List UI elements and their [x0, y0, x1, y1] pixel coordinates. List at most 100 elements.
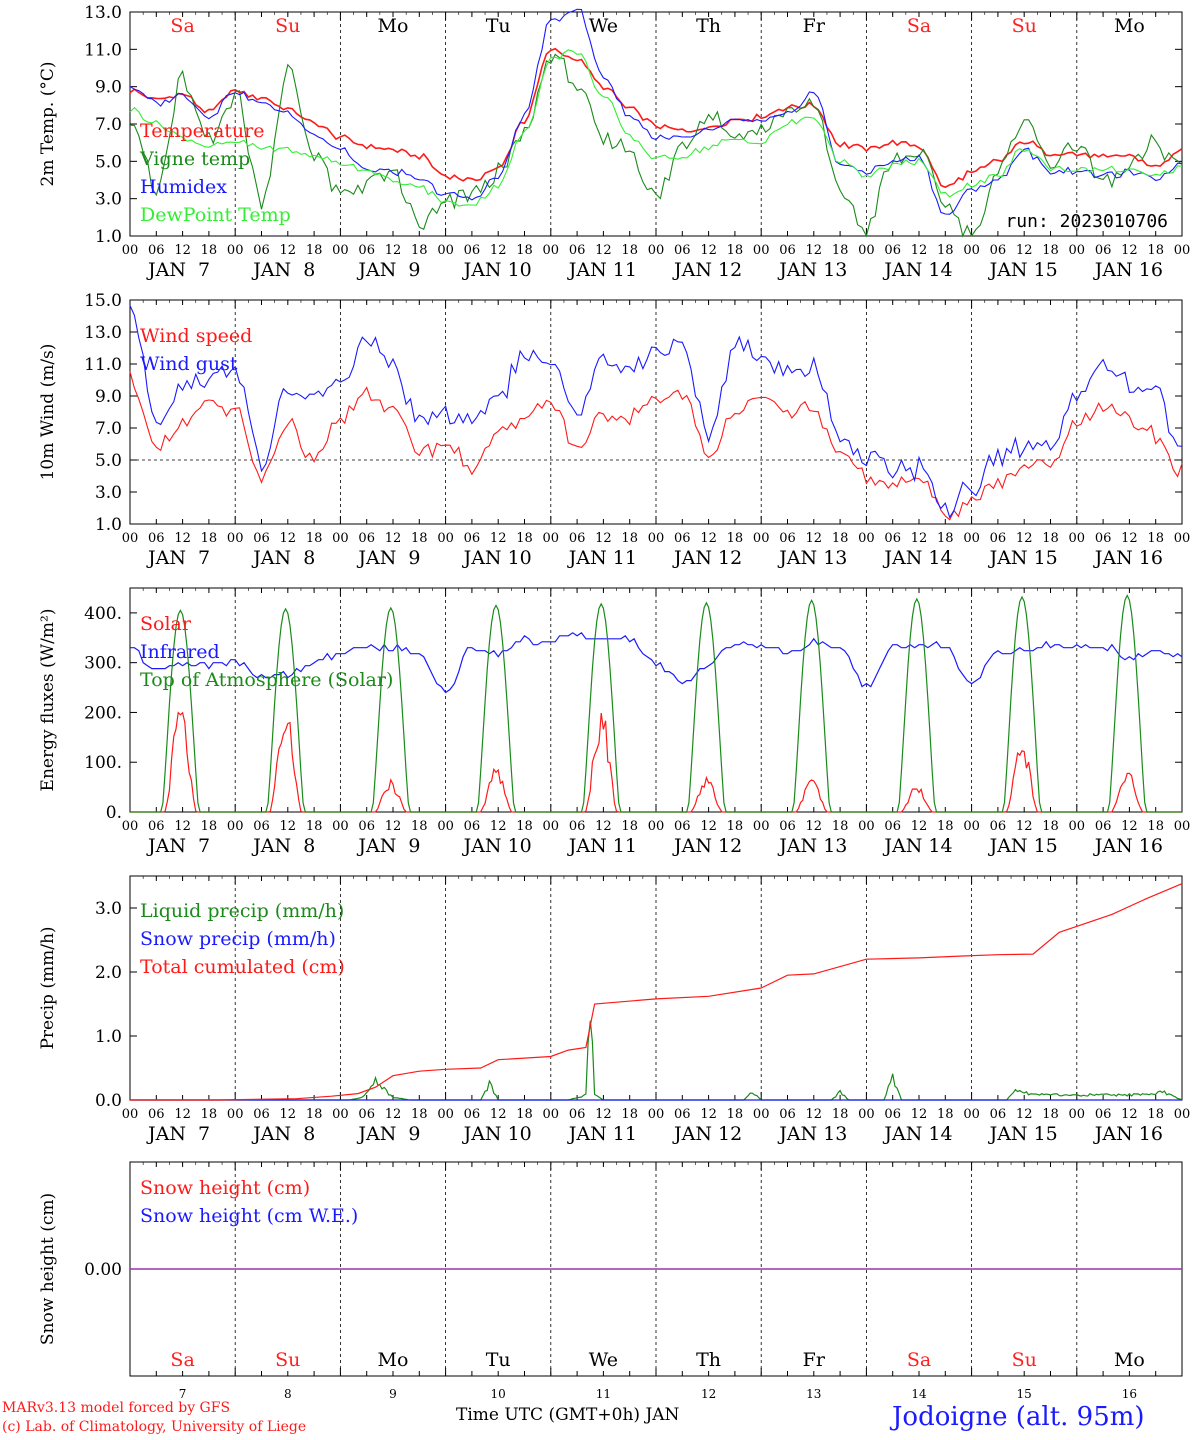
date-label: JAN 11: [567, 835, 637, 857]
hour-tick-label: 06: [779, 1107, 796, 1122]
hour-tick-label: 12: [174, 1107, 191, 1122]
y-tick-label: 3.0: [95, 899, 122, 919]
panel-4: 0.0 1.0 2.0 3.0 Precip (mm/h) 00 06 12 18 00 06 12 1…: [38, 875, 1190, 1145]
hour-tick-label: 12: [911, 243, 928, 258]
hour-tick-label: 00: [1069, 531, 1086, 546]
date-label: JAN 12: [672, 1123, 742, 1145]
date-label: JAN 15: [988, 547, 1058, 569]
hour-tick-label: 18: [1042, 243, 1059, 258]
panel-frame: [129, 299, 1183, 525]
hour-tick-label: 12: [490, 819, 507, 834]
y-tick-label: 7.0: [95, 115, 122, 135]
hour-tick-label: 12: [280, 1107, 297, 1122]
panel-frame: [129, 11, 1183, 237]
y-tick-label: 9.0: [95, 78, 122, 98]
hour-tick-label: 06: [358, 1107, 375, 1122]
hour-tick-label: 00: [543, 243, 560, 258]
hour-tick-label: 00: [227, 531, 244, 546]
hour-tick-label: 06: [884, 1107, 901, 1122]
date-label: JAN 16: [1093, 835, 1163, 857]
y-tick-label: 5.0: [95, 152, 122, 172]
hour-tick-label: 18: [1042, 1107, 1059, 1122]
hour-tick-label: 06: [779, 819, 796, 834]
hour-tick-label: 00: [543, 531, 560, 546]
hour-tick-label: 12: [385, 819, 402, 834]
day-number: 13: [806, 1387, 821, 1401]
hour-tick-label: 18: [727, 819, 744, 834]
y-tick-label: 3.0: [95, 190, 122, 210]
date-label: JAN 8: [251, 1123, 315, 1145]
y-tick-label: 0.: [106, 803, 122, 823]
hour-tick-label: 06: [253, 243, 270, 258]
hour-tick-label: 06: [779, 531, 796, 546]
hour-tick-label: 06: [569, 819, 586, 834]
hour-tick-label: 06: [148, 243, 165, 258]
hour-tick-label: 12: [1016, 243, 1033, 258]
hour-tick-label: 06: [884, 531, 901, 546]
hour-tick-label: 06: [1095, 243, 1112, 258]
hour-tick-label: 18: [411, 1107, 428, 1122]
hour-tick-label: 00: [648, 819, 665, 834]
hour-tick-label: 12: [280, 819, 297, 834]
hour-tick-label: 00: [437, 819, 454, 834]
series-blue: [129, 8, 1183, 215]
hour-tick-label: 12: [595, 819, 612, 834]
y-axis-title: Energy fluxes (W/m²): [38, 609, 58, 792]
hour-tick-label: 18: [516, 243, 533, 258]
series-red: [129, 47, 1183, 189]
hour-tick-label: 18: [516, 819, 533, 834]
series-blue: [130, 631, 1183, 694]
hour-tick-label: 06: [674, 1107, 691, 1122]
hour-tick-label: 06: [464, 1107, 481, 1122]
panel-1: 1.0 3.0 5.0 7.0 9.0 11.0 13.0 2m Temp. (°C) 00 06…: [38, 3, 1190, 281]
date-label: JAN 14: [882, 547, 952, 569]
day-name-bottom: Su: [275, 1349, 300, 1371]
hour-tick-label: 00: [332, 819, 349, 834]
hour-tick-label: 18: [1147, 819, 1164, 834]
hour-tick-label: 00: [963, 243, 980, 258]
hour-tick-label: 18: [516, 531, 533, 546]
day-name-bottom: Mo: [1114, 1349, 1145, 1371]
hour-tick-label: 18: [621, 531, 638, 546]
hour-tick-label: 00: [648, 243, 665, 258]
legend-entry: DewPoint Temp: [140, 204, 291, 226]
legend-entry: Liquid precip (mm/h): [140, 900, 344, 922]
hour-tick-label: 06: [569, 531, 586, 546]
hour-tick-label: 06: [464, 243, 481, 258]
date-label: JAN 10: [462, 1123, 532, 1145]
hour-tick-label: 06: [148, 819, 165, 834]
hour-tick-label: 00: [543, 819, 560, 834]
series-red: [129, 371, 1183, 521]
day-number: 7: [179, 1387, 187, 1401]
day-name-top: We: [589, 15, 618, 37]
hour-tick-label: 00: [1069, 819, 1086, 834]
y-tick-label: 9.0: [95, 387, 122, 407]
day-number: 12: [701, 1387, 716, 1401]
series-red: [130, 883, 1183, 1101]
legend-entry: Temperature: [140, 120, 264, 142]
hour-tick-label: 18: [1147, 1107, 1164, 1122]
y-tick-label: 0.0: [95, 1091, 122, 1111]
hour-tick-label: 18: [306, 531, 323, 546]
hour-tick-label: 06: [253, 819, 270, 834]
hour-tick-label: 00: [227, 243, 244, 258]
y-tick-label: 3.0: [95, 483, 122, 503]
y-tick-label: 11.0: [84, 355, 122, 375]
y-tick-label: 100.: [84, 753, 122, 773]
hour-tick-label: 00: [227, 1107, 244, 1122]
date-label: JAN 11: [567, 1123, 637, 1145]
hour-tick-label: 12: [1016, 531, 1033, 546]
legend-entry: Snow precip (mm/h): [140, 928, 336, 950]
hour-tick-label: 18: [937, 819, 954, 834]
day-name-top: Su: [1012, 15, 1037, 37]
panel-3: 0. 100. 200. 300. 400. Energy fluxes (W/m²) 00…: [38, 587, 1190, 857]
day-number: 16: [1122, 1387, 1137, 1401]
hour-tick-label: 00: [1174, 243, 1191, 258]
date-label: JAN 8: [251, 835, 315, 857]
hour-tick-label: 00: [753, 531, 770, 546]
hour-tick-label: 18: [306, 819, 323, 834]
hour-tick-label: 12: [490, 531, 507, 546]
date-label: JAN 9: [356, 259, 420, 281]
hour-tick-label: 06: [358, 819, 375, 834]
